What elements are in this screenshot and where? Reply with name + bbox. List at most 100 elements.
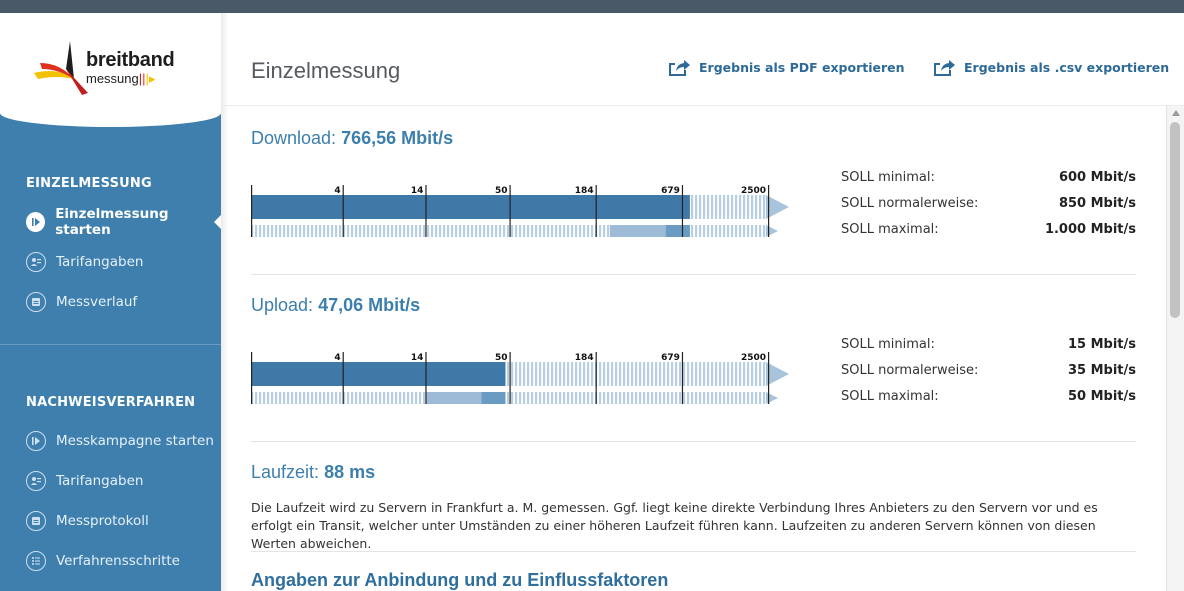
gauge-tick (425, 352, 427, 404)
export-pdf-label: Ergebnis als PDF exportieren (699, 59, 905, 75)
upload-soll-min-label: SOLL minimal: (841, 337, 935, 352)
export-pdf-button[interactable]: Ergebnis als PDF exportieren (667, 57, 905, 77)
sidebar-item-messprotokoll[interactable]: Messprotokoll (26, 509, 149, 533)
sidebar-item-label: Einzelmessung starten (55, 206, 169, 238)
download-speed-gauge: 4 14 50 184 679 2500 (251, 185, 789, 237)
calendar-icon (26, 511, 46, 531)
sidebar-divider (0, 344, 221, 345)
gauge-tick-label: 50 (495, 186, 508, 196)
upload-speed-gauge: 4 14 50 184 679 2500 (251, 352, 789, 404)
gauge-tick-label: 14 (411, 353, 424, 363)
latency-heading: Laufzeit: 88 ms (251, 462, 376, 482)
upload-soll-min-value: 15 Mbit/s (1067, 337, 1136, 352)
gauge-secondary-arrow-icon (766, 225, 778, 237)
page-title: Einzelmessung (251, 58, 401, 83)
sidebar-item-messverlauf[interactable]: Messverlauf (26, 290, 137, 314)
gauge-tick (595, 352, 597, 404)
sidebar-item-einzelmessung-starten[interactable]: Einzelmessung starten (26, 206, 221, 238)
scrollbar-thumb[interactable] (1170, 122, 1180, 318)
download-soll-min-value: 600 Mbit/s (1058, 170, 1136, 185)
upload-soll-max-value: 50 Mbit/s (1067, 389, 1136, 404)
sidebar-shadow (221, 13, 229, 591)
gauge-tick (509, 352, 511, 404)
gauge-arrow-icon (766, 362, 789, 386)
gauge-tick-label: 4 (334, 186, 340, 196)
logo-subtitle: messung|||▸ (86, 71, 156, 86)
sidebar-item-tarifangaben[interactable]: Tarifangaben (26, 250, 143, 274)
sidebar-item-label: Messprotokoll (56, 513, 149, 529)
export-csv-button[interactable]: Ergebnis als .csv exportieren (932, 57, 1169, 77)
sidebar-item-messkampagne-starten[interactable]: Messkampagne starten (26, 429, 214, 453)
gauge-tick-label: 184 (575, 353, 594, 363)
gauge-secondary-fill (481, 392, 506, 404)
window-top-strip (0, 0, 1184, 13)
gauge-fill (251, 362, 506, 386)
sidebar-item-label: Messkampagne starten (56, 433, 214, 449)
export-icon (669, 60, 690, 76)
download-soll-normal-value: 850 Mbit/s (1058, 196, 1136, 211)
logo-wordmark: breitband (86, 49, 175, 71)
scrollbar[interactable] (1166, 106, 1184, 591)
gauge-arrow-icon (766, 195, 789, 219)
upload-soll-normal-value: 35 Mbit/s (1067, 363, 1136, 378)
sidebar-section-einzelmessung: EINZELMESSUNG (26, 176, 152, 191)
upload-soll-max-label: SOLL maximal: (841, 389, 939, 404)
gauge-tick (595, 185, 597, 237)
divider (251, 551, 1136, 552)
play-icon (26, 212, 46, 232)
gauge-fill (251, 195, 690, 219)
sidebar-item-label: Messverlauf (56, 294, 138, 310)
latency-description: Die Laufzeit wird zu Servern in Frankfur… (251, 500, 1098, 551)
gauge-tick (681, 185, 684, 237)
gauge-tick-label: 50 (495, 353, 508, 363)
gauge-tick-label: 14 (411, 186, 424, 196)
export-csv-label: Ergebnis als .csv exportieren (964, 59, 1170, 75)
scroll-up-arrow-icon[interactable] (1172, 110, 1180, 116)
download-soll-max-label: SOLL maximal: (841, 222, 939, 237)
play-icon (26, 431, 46, 451)
sidebar-item-verfahrensschritte[interactable]: Verfahrensschritte (26, 549, 180, 573)
gauge-tick (768, 185, 770, 237)
active-indicator (214, 214, 222, 230)
contract-icon (26, 252, 46, 272)
divider (251, 274, 1136, 275)
download-heading: Download: 766,56 Mbit/s (251, 128, 454, 148)
gauge-tick-label: 4 (334, 353, 340, 363)
divider (251, 441, 1136, 442)
gauge-secondary-fill (665, 225, 690, 237)
upload-heading: Upload: 47,06 Mbit/s (251, 295, 421, 315)
export-icon (934, 60, 955, 76)
download-soll-min-label: SOLL minimal: (841, 170, 935, 185)
calendar-icon (26, 292, 46, 312)
page-header: Einzelmessung Ergebnis als PDF exportier… (221, 13, 1184, 106)
sidebar-item-label: Verfahrensschritte (56, 553, 180, 569)
gauge-tick (342, 185, 344, 237)
sidebar-item-tarifangaben-2[interactable]: Tarifangaben (26, 469, 143, 493)
logo[interactable]: breitband messung|||▸ (0, 13, 221, 127)
gauge-tick-label: 679 (661, 353, 680, 363)
contract-icon (26, 471, 46, 491)
gauge-tick (425, 185, 427, 237)
gauge-tick-label: 184 (575, 186, 594, 196)
list-icon (26, 551, 46, 571)
upload-soll-normal-label: SOLL normalerweise: (841, 363, 979, 378)
sidebar-item-label: Tarifangaben (56, 473, 144, 489)
sidebar-section-nachweisverfahren: NACHWEISVERFAHREN (26, 395, 196, 410)
sidebar-item-label: Tarifangaben (56, 254, 144, 270)
gauge-tick-label: 2500 (741, 186, 766, 196)
download-soll-max-value: 1.000 Mbit/s (1044, 222, 1136, 237)
section-heading-anbindung: Angaben zur Anbindung und zu Einflussfak… (251, 570, 669, 590)
gauge-tick (681, 352, 684, 404)
gauge-axis (251, 185, 253, 237)
gauge-tick-label: 2500 (741, 353, 766, 363)
gauge-tick-label: 679 (661, 186, 680, 196)
gauge-tick (509, 185, 511, 237)
sidebar: breitband messung|||▸ EINZELMESSUNG Einz… (0, 13, 222, 591)
gauge-axis (251, 352, 253, 404)
gauge-tick (342, 352, 344, 404)
gauge-tick (768, 352, 770, 404)
download-soll-normal-label: SOLL normalerweise: (841, 196, 979, 211)
logo-mark-icon (34, 41, 88, 95)
gauge-secondary-track (251, 392, 766, 404)
gauge-secondary-arrow-icon (766, 392, 778, 404)
